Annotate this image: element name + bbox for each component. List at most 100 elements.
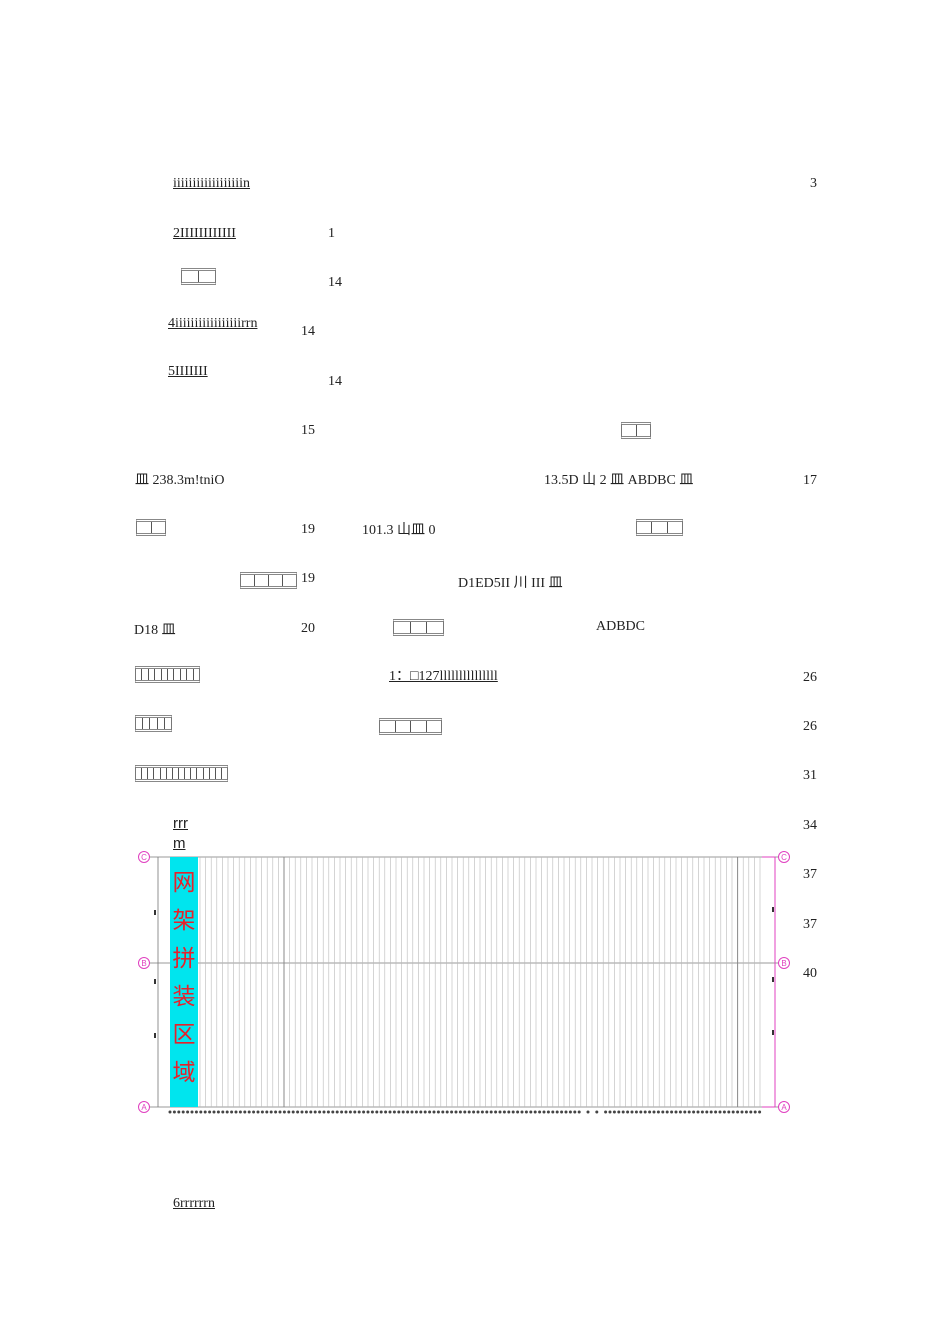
bottom-tick [375, 1110, 379, 1114]
bottom-tick-row [168, 1110, 762, 1114]
bottom-tick [278, 1110, 282, 1114]
bottom-tick [331, 1110, 335, 1114]
bottom-tick [687, 1110, 691, 1114]
axis-bubble [778, 851, 790, 863]
bottom-tick [212, 1110, 216, 1114]
bottom-tick [573, 1110, 577, 1114]
bottom-tick [384, 1110, 388, 1114]
bottom-tick [617, 1110, 621, 1114]
bottom-tick [630, 1110, 634, 1114]
bottom-tick [665, 1110, 669, 1114]
placeholder-glyph-boxes [393, 619, 444, 636]
bottom-tick [612, 1110, 616, 1114]
bottom-tick [172, 1110, 176, 1114]
bottom-tick [542, 1110, 546, 1114]
toc-page-2: 1 [328, 226, 335, 241]
bottom-tick [740, 1110, 744, 1114]
bottom-tick [300, 1110, 304, 1114]
bottom-tick [428, 1110, 432, 1114]
toc-entry-7-left: 皿 238.3m!tniO [135, 473, 225, 488]
toc-page-6: 15 [301, 423, 315, 438]
toc-page-12: 26 [803, 719, 817, 734]
bottom-tick [252, 1110, 256, 1114]
bottom-tick [555, 1110, 559, 1114]
bottom-tick [520, 1110, 524, 1114]
bottom-tick [595, 1110, 599, 1114]
toc-page-5: 14 [328, 374, 342, 389]
bottom-tick [203, 1110, 207, 1114]
bottom-tick [577, 1110, 581, 1114]
bottom-tick [634, 1110, 638, 1114]
bottom-tick [357, 1110, 361, 1114]
bottom-tick [348, 1110, 352, 1114]
bottom-tick [700, 1110, 704, 1114]
bottom-tick [168, 1110, 172, 1114]
axis-bubble [138, 957, 150, 969]
bottom-tick [498, 1110, 502, 1114]
bottom-tick [441, 1110, 445, 1114]
bottom-tick [181, 1110, 185, 1114]
bottom-tick [511, 1110, 515, 1114]
bottom-tick [445, 1110, 449, 1114]
bottom-tick [322, 1110, 326, 1114]
bottom-tick [458, 1110, 462, 1114]
bottom-tick [401, 1110, 405, 1114]
toc-page-1: 3 [810, 176, 817, 191]
placeholder-glyph-boxes [136, 519, 166, 536]
bottom-tick [454, 1110, 458, 1114]
bottom-tick [234, 1110, 238, 1114]
placeholder-glyph-boxes [135, 715, 172, 732]
bottom-tick [313, 1110, 317, 1114]
axis-label: C [141, 853, 147, 862]
axis-bubble [138, 1101, 150, 1113]
bottom-tick [309, 1110, 313, 1114]
bottom-tick [661, 1110, 665, 1114]
bottom-tick [225, 1110, 229, 1114]
toc-page-4: 14 [301, 324, 315, 339]
bottom-tick [626, 1110, 630, 1114]
axis-label: B [781, 959, 786, 968]
bottom-tick [335, 1110, 339, 1114]
bottom-tick [318, 1110, 322, 1114]
axis-label: C [781, 853, 787, 862]
bottom-tick [274, 1110, 278, 1114]
toc-entry-4: 4iiiiiiiiiiiiiiiiirrn [168, 316, 258, 331]
bottom-tick [608, 1110, 612, 1114]
bottom-tick [538, 1110, 542, 1114]
toc-entry-9-mid: D1ED5II 川 III 皿 [458, 576, 563, 591]
bottom-tick [683, 1110, 687, 1114]
bottom-tick [639, 1110, 643, 1114]
bottom-tick [648, 1110, 652, 1114]
bottom-tick [432, 1110, 436, 1114]
bottom-tick [476, 1110, 480, 1114]
bottom-tick [489, 1110, 493, 1114]
bottom-tick [243, 1110, 247, 1114]
left-axis-mark [154, 979, 156, 984]
bottom-tick [678, 1110, 682, 1114]
toc-entry-14a: rrr [173, 815, 188, 832]
bottom-tick [353, 1110, 357, 1114]
bottom-tick [621, 1110, 625, 1114]
bottom-tick [208, 1110, 212, 1114]
placeholder-glyph-boxes [181, 268, 216, 285]
bottom-tick [736, 1110, 740, 1114]
bottom-tick [727, 1110, 731, 1114]
toc-page-8: 19 [301, 522, 315, 537]
bottom-tick [494, 1110, 498, 1114]
bottom-tick [269, 1110, 273, 1114]
bottom-tick [344, 1110, 348, 1114]
right-axis-mark [772, 907, 774, 912]
region-label-char: 拼 [173, 946, 196, 972]
bottom-tick [656, 1110, 660, 1114]
placeholder-glyph-boxes [379, 718, 442, 735]
toc-entry-5: 5IIIIIII [168, 364, 208, 379]
axis-bubble [778, 1101, 790, 1113]
bottom-tick [560, 1110, 564, 1114]
bottom-tick [296, 1110, 300, 1114]
bottom-tick [604, 1110, 608, 1114]
bottom-tick [366, 1110, 370, 1114]
bottom-tick [265, 1110, 269, 1114]
bottom-tick [260, 1110, 264, 1114]
